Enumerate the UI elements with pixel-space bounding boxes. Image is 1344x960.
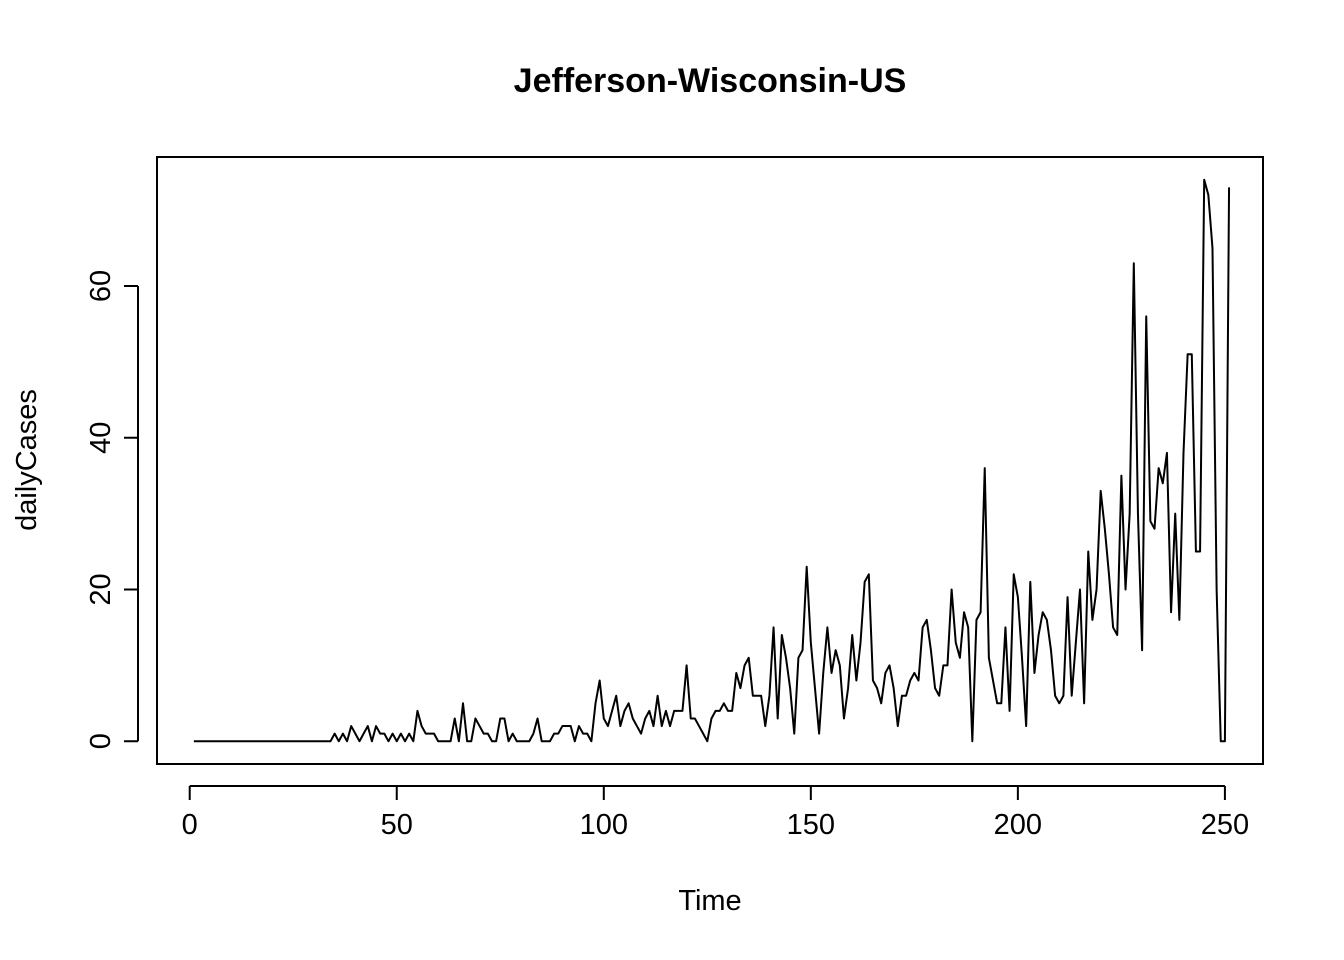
- x-axis: 0 50 100 150 200 250: [182, 785, 1249, 841]
- y-tick-label: 40: [85, 422, 117, 454]
- x-tick-label: 250: [1201, 809, 1249, 841]
- y-tick-label: 20: [85, 573, 117, 605]
- y-tick-label: 0: [85, 733, 117, 749]
- chart-title: Jefferson-Wisconsin-US: [514, 62, 907, 100]
- series-line-daily-cases: [193, 178, 1231, 743]
- x-tick-label: 200: [994, 809, 1042, 841]
- y-axis-label: dailyCases: [11, 389, 43, 531]
- x-tick-label: 100: [580, 809, 628, 841]
- x-tick-label: 0: [182, 809, 198, 841]
- x-tick-label: 50: [381, 809, 413, 841]
- plot-frame: [156, 156, 1264, 765]
- y-tick-label: 60: [85, 270, 117, 302]
- x-tick-label: 150: [787, 809, 835, 841]
- x-axis-label: Time: [678, 885, 741, 917]
- y-axis: 0 20 40 60: [85, 270, 139, 749]
